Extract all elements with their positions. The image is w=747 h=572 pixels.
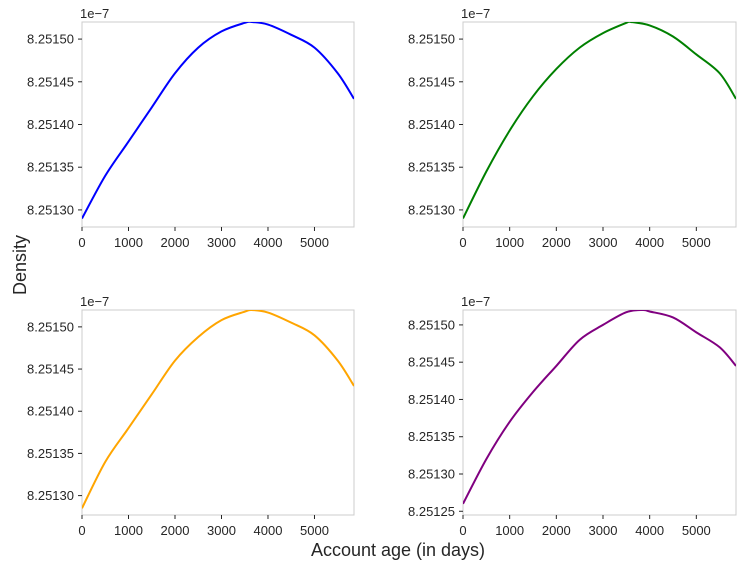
y-tick-label: 8.25140 xyxy=(27,117,74,132)
x-tick-label: 1000 xyxy=(495,523,524,538)
y-offset-label: 1e−7 xyxy=(461,294,490,309)
x-tick-label: 3000 xyxy=(589,235,618,250)
y-tick-label: 8.25130 xyxy=(408,202,455,217)
x-tick-label: 4000 xyxy=(635,523,664,538)
subplot-3: 0 1000 2000 3000 4000 5000 8.25130 8.25135 8.251… xyxy=(27,294,355,538)
x-tick-label: 4000 xyxy=(635,235,664,250)
y-tick-label: 8.25140 xyxy=(27,404,74,419)
y-tick-label: 8.25145 xyxy=(408,355,455,370)
y-tick-label: 8.25150 xyxy=(408,32,455,47)
x-axis-title: Account age (in days) xyxy=(311,540,485,560)
y-tick-label: 8.25130 xyxy=(27,488,74,503)
y-offset-label: 1e−7 xyxy=(461,6,490,21)
x-tick-label: 5000 xyxy=(682,235,711,250)
y-offset-label: 1e−7 xyxy=(80,6,109,21)
x-tick-label: 2000 xyxy=(161,523,190,538)
x-tick-label: 2000 xyxy=(542,235,571,250)
series-line xyxy=(463,310,736,505)
x-tick-label: 2000 xyxy=(161,235,190,250)
plot-frame xyxy=(81,309,355,516)
x-tick-label: 0 xyxy=(78,523,85,538)
plot-frame xyxy=(462,309,737,516)
x-tick-label: 2000 xyxy=(542,523,571,538)
y-tick-label: 8.25130 xyxy=(27,202,74,217)
x-tick-label: 3000 xyxy=(207,235,236,250)
y-tick-label: 8.25125 xyxy=(408,504,455,519)
x-tick-label: 3000 xyxy=(589,523,618,538)
x-tick-label: 1000 xyxy=(114,523,143,538)
y-tick-label: 8.25135 xyxy=(27,160,74,175)
y-tick-label: 8.25145 xyxy=(27,74,74,89)
x-tick-label: 5000 xyxy=(682,523,711,538)
y-tick-label: 8.25150 xyxy=(27,319,74,334)
x-tick-label: 5000 xyxy=(300,523,329,538)
y-tick-label: 8.25130 xyxy=(408,467,455,482)
x-tick-label: 1000 xyxy=(495,235,524,250)
x-tick-label: 4000 xyxy=(254,523,283,538)
series-line xyxy=(82,22,354,219)
x-tick-label: 3000 xyxy=(207,523,236,538)
y-tick-label: 8.25150 xyxy=(408,317,455,332)
plot-frame xyxy=(81,21,355,228)
y-tick-label: 8.25140 xyxy=(408,117,455,132)
y-tick-label: 8.25135 xyxy=(408,429,455,444)
y-tick-label: 8.25145 xyxy=(27,362,74,377)
x-tick-label: 0 xyxy=(459,235,466,250)
x-tick-label: 0 xyxy=(459,523,466,538)
subplot-2: 0 1000 2000 3000 4000 5000 8.25130 8.25135 8.251… xyxy=(408,6,737,250)
y-tick-label: 8.25140 xyxy=(408,392,455,407)
y-tick-label: 8.25145 xyxy=(408,74,455,89)
x-tick-label: 1000 xyxy=(114,235,143,250)
series-line xyxy=(82,310,354,509)
subplot-1: 0 1000 2000 3000 4000 5000 8.25130 8.25135 8.251… xyxy=(27,6,355,250)
x-tick-label: 5000 xyxy=(300,235,329,250)
y-tick-label: 8.25135 xyxy=(27,446,74,461)
y-tick-label: 8.25135 xyxy=(408,160,455,175)
y-tick-label: 8.25150 xyxy=(27,32,74,47)
x-tick-label: 4000 xyxy=(254,235,283,250)
y-axis-title: Density xyxy=(10,235,30,295)
x-tick-label: 0 xyxy=(78,235,85,250)
subplot-4: 0 1000 2000 3000 4000 5000 8.25125 8.25130 8.251… xyxy=(408,294,737,538)
series-line xyxy=(463,22,736,219)
y-offset-label: 1e−7 xyxy=(80,294,109,309)
